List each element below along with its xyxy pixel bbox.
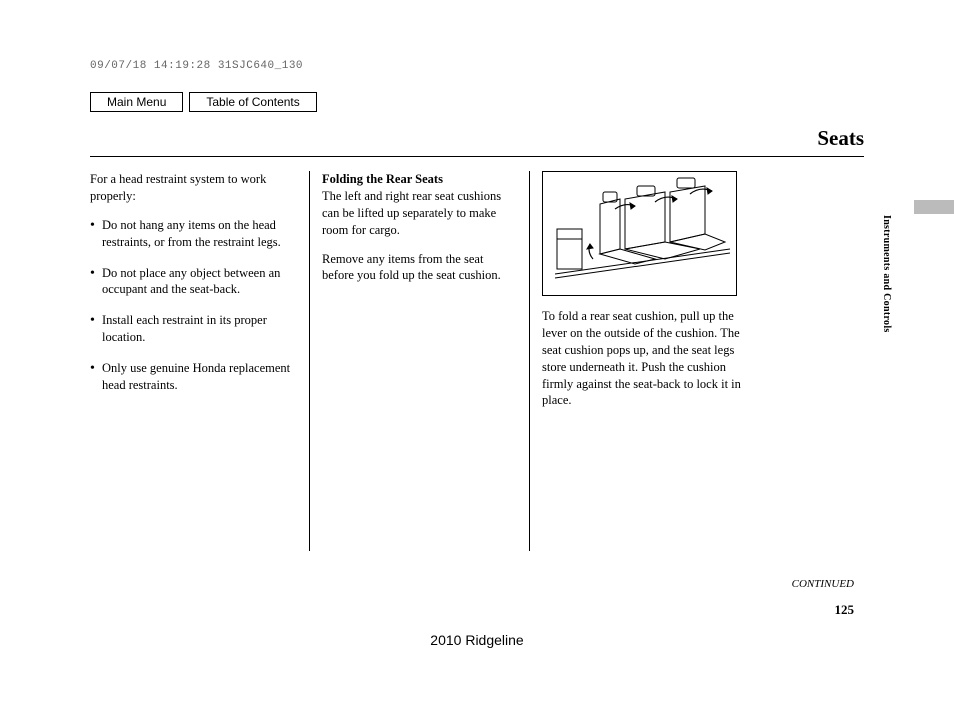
bullet-list: Do not hang any items on the head restra… xyxy=(90,217,297,394)
toc-button[interactable]: Table of Contents xyxy=(189,92,316,112)
col2-p2: Remove any items from the seat before yo… xyxy=(322,251,517,285)
content-columns: For a head restraint system to work prop… xyxy=(90,171,864,551)
list-item: Only use genuine Honda replacement head … xyxy=(90,360,297,394)
title-row: Seats xyxy=(90,126,864,157)
main-menu-button[interactable]: Main Menu xyxy=(90,92,183,112)
column-1: For a head restraint system to work prop… xyxy=(90,171,310,551)
col2-p1: Folding the Rear Seats The left and righ… xyxy=(322,171,517,239)
list-item: Install each restraint in its proper loc… xyxy=(90,312,297,346)
list-item: Do not hang any items on the head restra… xyxy=(90,217,297,251)
footer-model: 2010 Ridgeline xyxy=(0,632,954,648)
rear-seat-icon xyxy=(545,174,735,294)
column-3: To fold a rear seat cushion, pull up the… xyxy=(530,171,750,551)
timestamp-stamp: 09/07/18 14:19:28 31SJC640_130 xyxy=(90,60,864,72)
list-item: Do not place any object between an occup… xyxy=(90,265,297,299)
col3-p1: To fold a rear seat cushion, pull up the… xyxy=(542,308,750,409)
page-number: 125 xyxy=(835,602,855,618)
col2-text1: The left and right rear seat cushions ca… xyxy=(322,189,501,237)
continued-label: CONTINUED xyxy=(792,578,854,590)
col2-subhead: Folding the Rear Seats xyxy=(322,172,443,186)
nav-buttons: Main Menu Table of Contents xyxy=(90,92,864,112)
section-side-label: Instruments and Controls xyxy=(881,215,892,333)
col1-intro: For a head restraint system to work prop… xyxy=(90,171,297,205)
column-2: Folding the Rear Seats The left and righ… xyxy=(310,171,530,551)
page-title: Seats xyxy=(817,126,864,150)
side-tab xyxy=(914,200,954,214)
seat-diagram xyxy=(542,171,737,296)
